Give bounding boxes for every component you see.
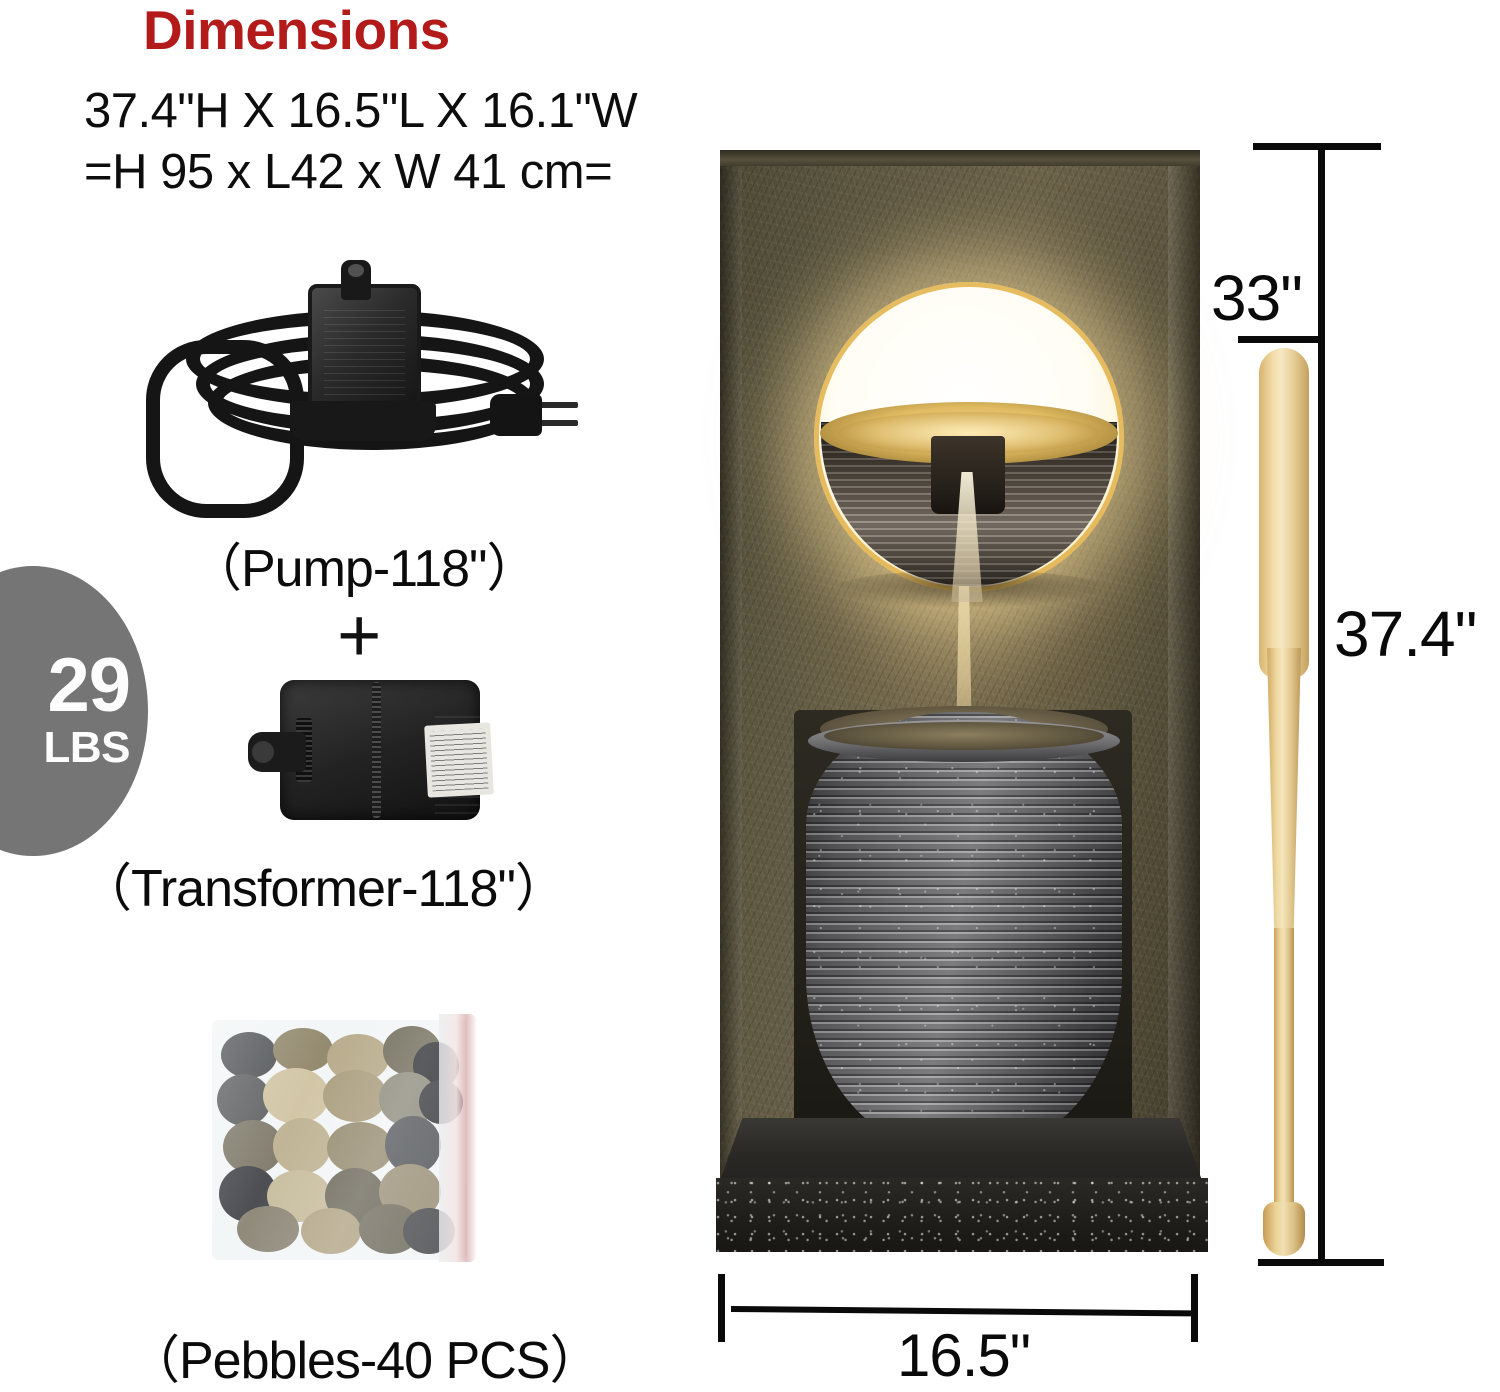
pebble <box>323 1070 387 1122</box>
dimensions-inches-text: 37.4"H X 16.5"L X 16.1"W <box>84 84 638 138</box>
pump-base <box>290 401 436 441</box>
slab-top-edge <box>720 150 1200 166</box>
fountain-product-image <box>716 150 1212 1263</box>
pump-plug-prong-top <box>536 402 578 408</box>
transformer-rating-label <box>424 722 494 798</box>
pump-nozzle-icon <box>341 260 371 300</box>
weight-value: 29 <box>47 642 131 728</box>
pump-caption: （Pump-118"） <box>190 540 539 598</box>
pebble <box>217 1074 271 1126</box>
pebbles-bag-seal <box>439 1014 477 1262</box>
baseball-bat-reference <box>1251 348 1317 1256</box>
plus-symbol: + <box>337 593 382 678</box>
pebbles-bag-sheen <box>212 1020 467 1260</box>
transformer-image <box>240 660 507 840</box>
water-stream-lower <box>956 586 972 730</box>
height-dimension-line <box>1318 146 1325 1266</box>
bat-knob <box>1263 1202 1305 1256</box>
pebble <box>221 1032 277 1078</box>
transformer-output-jack <box>248 732 306 772</box>
pebble <box>301 1208 361 1254</box>
pebble <box>327 1122 393 1174</box>
bat-barrel <box>1259 348 1309 678</box>
pump-body <box>308 284 421 422</box>
slab-right-edge <box>1168 150 1200 1180</box>
height-total-label: 37.4" <box>1334 598 1477 670</box>
weight-badge: 29 LBS <box>0 566 148 856</box>
bat-taper <box>1267 648 1301 938</box>
pebbles-image <box>207 1010 497 1272</box>
width-right-tick <box>1191 1274 1198 1342</box>
height-bottom-tick <box>1258 1259 1384 1266</box>
slab-left-edge <box>720 150 742 1180</box>
bat-handle <box>1274 928 1294 1218</box>
urn-speckle <box>806 712 1122 1150</box>
pump-plug-prong-bottom <box>536 420 578 426</box>
dimensions-cm-text: =H 95 x L42 x W 41 cm= <box>84 145 613 199</box>
pebble <box>273 1028 333 1072</box>
pebble <box>237 1206 299 1252</box>
width-dimension-line <box>730 1306 1192 1317</box>
pump-image <box>138 260 608 518</box>
pebbles-caption: （Pebbles-40 PCS） <box>128 1332 601 1390</box>
height-33-tick <box>1238 336 1323 343</box>
base-grit-texture <box>716 1178 1208 1252</box>
fountain-base-front <box>716 1178 1208 1252</box>
pebble <box>263 1068 329 1124</box>
transformer-seam <box>372 682 381 818</box>
lower-urn-vase <box>806 712 1122 1150</box>
fountain-base-top <box>718 1118 1204 1186</box>
page-title: Dimensions <box>143 0 450 61</box>
pump-plug <box>490 394 542 436</box>
urn-ribs <box>806 712 1122 1150</box>
urn-rim-inner <box>824 722 1104 750</box>
pump-cord-loop-left <box>146 340 304 518</box>
height-partial-label: 33" <box>1211 262 1303 334</box>
width-label: 16.5" <box>897 1322 1031 1389</box>
pebble <box>273 1118 331 1174</box>
height-top-tick <box>1253 143 1381 150</box>
transformer-caption: （Transformer-118"） <box>80 860 567 918</box>
width-left-tick <box>718 1274 725 1342</box>
weight-unit: LBS <box>43 722 131 772</box>
